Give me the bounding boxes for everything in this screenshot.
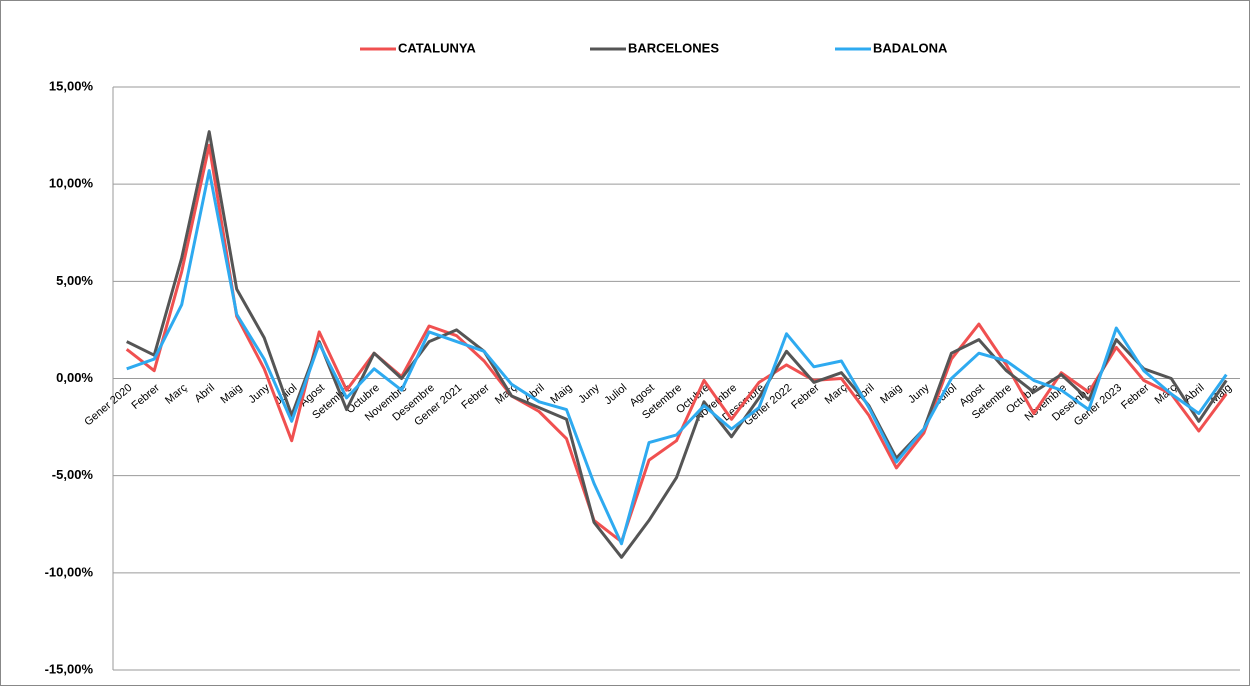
y-tick-label: 5,00% bbox=[56, 273, 93, 288]
y-tick-label: -15,00% bbox=[45, 661, 94, 676]
y-tick-label: 0,00% bbox=[56, 370, 93, 385]
y-tick-label: -10,00% bbox=[45, 564, 94, 579]
legend-label: BARCELONES bbox=[628, 40, 719, 55]
y-tick-label: 15,00% bbox=[49, 78, 94, 93]
series-line bbox=[126, 169, 1228, 546]
y-tick-label: 10,00% bbox=[49, 176, 94, 191]
legend-label: BADALONA bbox=[873, 40, 948, 55]
y-tick-label: -5,00% bbox=[52, 467, 94, 482]
legend-label: CATALUNYA bbox=[398, 40, 476, 55]
